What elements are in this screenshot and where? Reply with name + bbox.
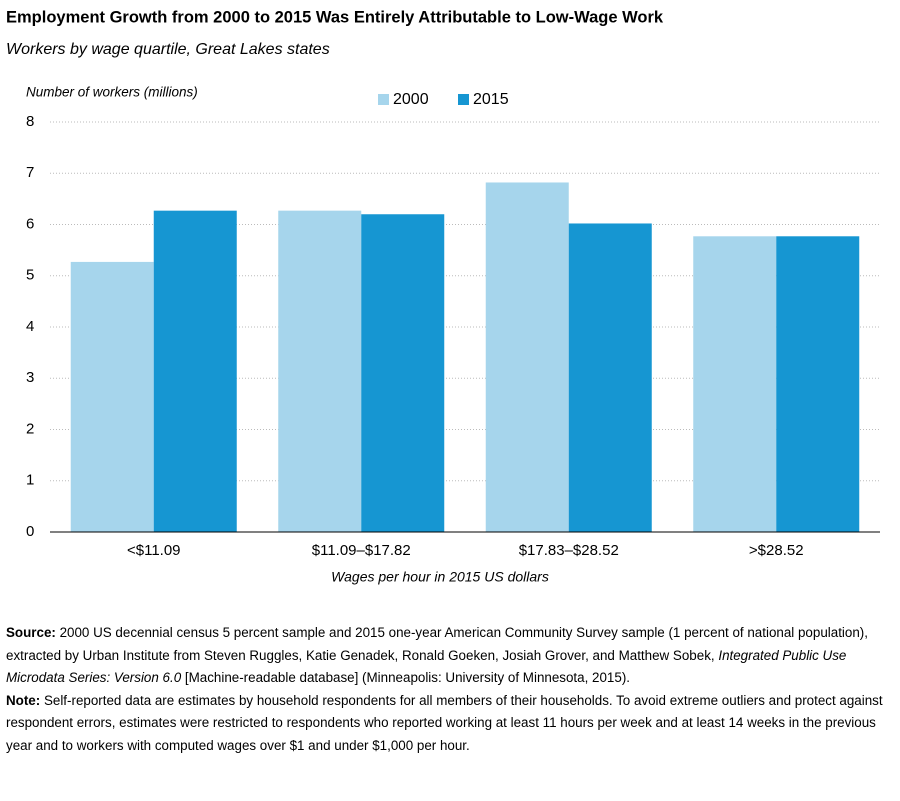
x-axis-title: Wages per hour in 2015 US dollars: [331, 569, 549, 585]
y-tick-label: 6: [26, 215, 34, 232]
y-tick-label: 1: [26, 472, 34, 489]
legend-swatch: [378, 94, 389, 105]
legend-label: 2000: [393, 91, 429, 108]
bar: [153, 210, 237, 532]
x-tick-label: $17.83–$28.52: [519, 542, 619, 559]
source-italic: Integrated Public Use Microdata Series: …: [6, 647, 847, 686]
notes: Source: 2000 US decennial census 5 perce…: [6, 622, 886, 757]
bar: [485, 182, 569, 532]
x-tick-label: >$28.52: [749, 542, 804, 559]
bar: [361, 214, 445, 532]
bar: [568, 223, 652, 532]
note-text: Self-reported data are estimates by hous…: [6, 692, 883, 753]
note-label: Note:: [6, 692, 41, 708]
x-tick-label: <$11.09: [127, 542, 181, 559]
y-axis-title: Number of workers (millions): [26, 85, 198, 100]
source-note: Source: 2000 US decennial census 5 perce…: [6, 622, 886, 690]
bar: [776, 236, 860, 532]
x-tick-label: $11.09–$17.82: [312, 542, 411, 559]
chart-title: Employment Growth from 2000 to 2015 Was …: [6, 8, 664, 26]
bar: [278, 210, 362, 532]
chart-subtitle: Workers by wage quartile, Great Lakes st…: [6, 41, 330, 58]
legend-label: 2015: [473, 91, 509, 108]
y-tick-label: 2: [26, 420, 34, 437]
y-tick-label: 4: [26, 318, 34, 335]
bar: [693, 236, 777, 532]
note: Note: Self-reported data are estimates b…: [6, 690, 886, 758]
y-tick-label: 0: [26, 523, 34, 540]
y-tick-label: 8: [26, 113, 34, 130]
y-tick-label: 3: [26, 369, 34, 386]
y-tick-label: 7: [26, 164, 34, 181]
source-text: 2000 US decennial census 5 percent sampl…: [6, 625, 868, 663]
chart: Employment Growth from 2000 to 2015 Was …: [6, 8, 880, 585]
legend-swatch: [458, 94, 469, 105]
source-text-end: [Machine-readable database] (Minneapolis…: [184, 670, 630, 685]
source-label: Source:: [6, 625, 56, 640]
y-tick-label: 5: [26, 267, 34, 284]
bar: [70, 261, 154, 532]
